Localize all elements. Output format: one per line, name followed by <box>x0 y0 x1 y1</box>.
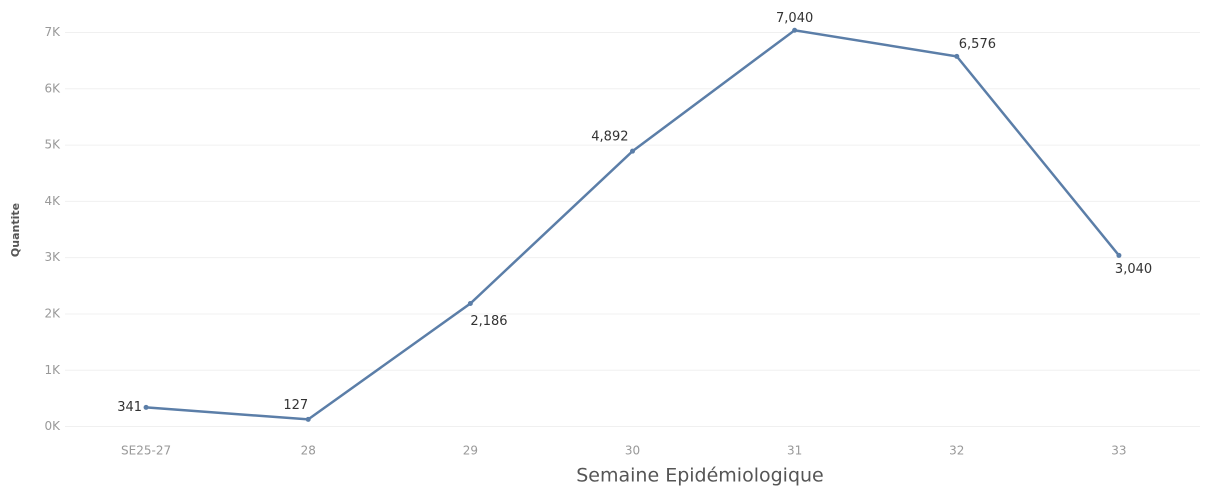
data-label: 7,040 <box>776 11 813 26</box>
x-tick-label: 31 <box>787 444 802 458</box>
x-axis-title: Semaine Epidémiologique <box>576 465 824 487</box>
y-tick-label: 1K <box>44 363 61 377</box>
x-tick-label: 32 <box>949 444 964 458</box>
data-label: 127 <box>283 398 308 413</box>
point <box>792 27 798 33</box>
x-tick-label: 30 <box>625 444 640 458</box>
y-tick-label: 0K <box>44 419 61 433</box>
point <box>630 148 635 154</box>
data-label: 4,892 <box>591 130 628 145</box>
data-label: 341 <box>117 400 142 415</box>
data-label: 3,040 <box>1115 262 1152 277</box>
x-tick-label: 28 <box>301 444 316 458</box>
point <box>954 53 960 59</box>
y-axis-title: Quantite <box>9 203 22 257</box>
y-tick-label: 7K <box>44 25 61 39</box>
y-tick-label: 2K <box>44 306 61 320</box>
x-tick-label: SE25-27 <box>121 444 171 458</box>
point <box>305 416 311 422</box>
y-tick-label: 6K <box>44 81 61 95</box>
point <box>143 404 149 410</box>
point <box>467 301 473 307</box>
data-label: 6,576 <box>959 37 996 52</box>
data-label: 2,186 <box>470 314 507 329</box>
x-tick-label: 33 <box>1111 444 1126 458</box>
y-tick-label: 4K <box>44 194 61 208</box>
y-tick-label: 3K <box>44 250 61 264</box>
x-tick-label: 29 <box>463 444 478 458</box>
y-tick-label: 5K <box>44 138 61 152</box>
point <box>1116 252 1122 258</box>
